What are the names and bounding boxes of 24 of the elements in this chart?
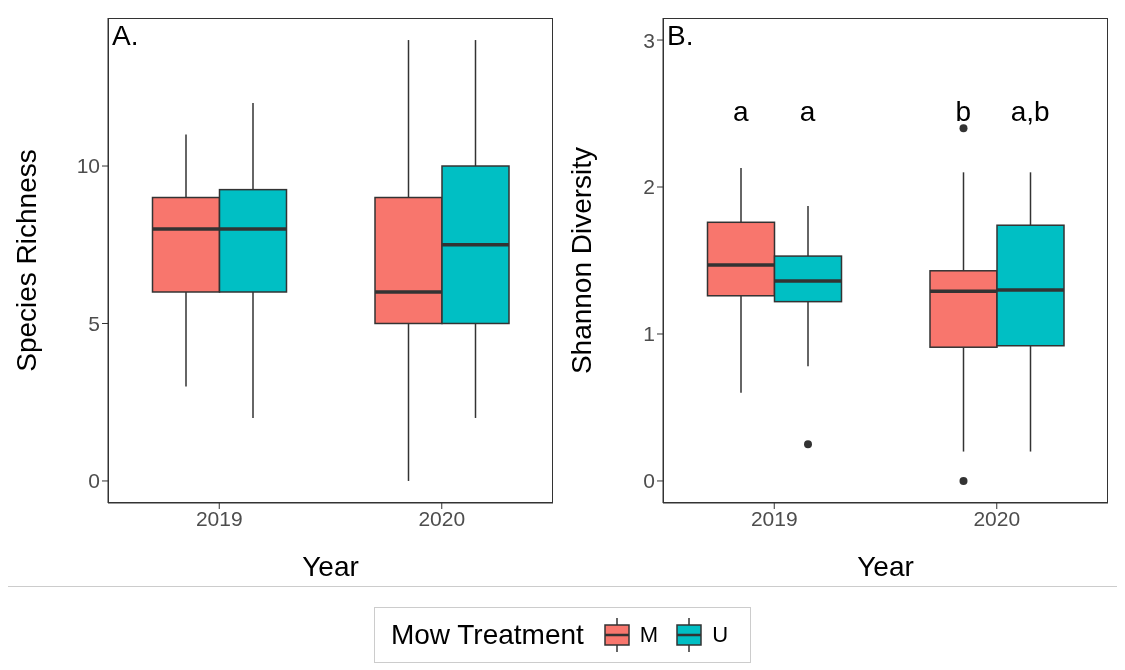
y-axis-title: Species Richness	[10, 149, 42, 372]
y-tick-label: 1	[643, 322, 655, 346]
y-tick-label: 5	[88, 311, 100, 335]
legend-label: M	[639, 622, 659, 648]
annotation: a,b	[1009, 96, 1051, 127]
y-tick-label: 2	[643, 175, 655, 199]
y-tick-label: 0	[88, 469, 100, 493]
x-tick-label: 2020	[973, 506, 1021, 530]
annotation: b	[954, 96, 973, 127]
legend-label: U	[712, 622, 729, 648]
y-tick-label: 0	[643, 469, 655, 493]
x-axis-title: Year	[302, 551, 359, 582]
y-tick-label: 3	[643, 28, 655, 52]
annotation: a	[732, 96, 750, 127]
y-tick-label: 10	[76, 154, 100, 178]
x-tick-label: 2019	[750, 506, 798, 530]
legend-title: Mow Treatment	[390, 619, 584, 651]
annotation: A.	[112, 20, 139, 51]
x-axis-title: Year	[857, 551, 914, 582]
y-axis-title: Shannon Diversity	[565, 146, 597, 375]
x-tick-label: 2020	[418, 506, 466, 530]
x-tick-label: 2019	[195, 506, 243, 530]
annotation: B.	[667, 20, 694, 51]
annotation: a	[798, 96, 817, 127]
